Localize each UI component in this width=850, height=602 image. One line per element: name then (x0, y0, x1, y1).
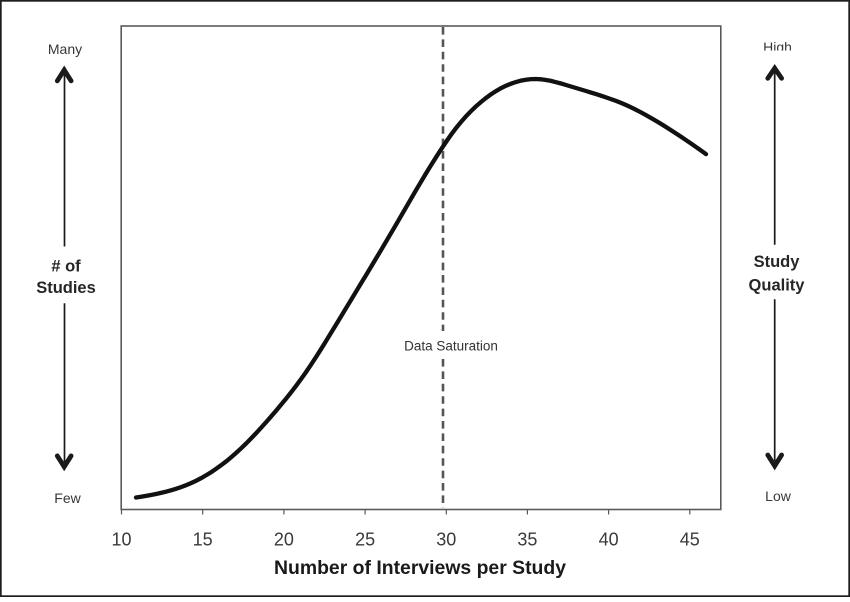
svg-text:15: 15 (193, 530, 213, 550)
svg-text:35: 35 (517, 530, 537, 550)
svg-text:Data Saturation: Data Saturation (404, 339, 498, 354)
svg-text:25: 25 (355, 530, 375, 550)
svg-text:High: High (763, 39, 792, 55)
svg-text:20: 20 (274, 530, 294, 550)
svg-text:10: 10 (111, 530, 131, 550)
svg-text:Number of Interviews per Study: Number of Interviews per Study (274, 557, 566, 579)
svg-text:Study: Study (754, 253, 801, 271)
svg-text:40: 40 (599, 530, 619, 550)
svg-text:Quality: Quality (749, 277, 806, 295)
svg-text:45: 45 (680, 530, 700, 550)
svg-text:30: 30 (436, 530, 456, 550)
svg-text:# of: # of (51, 258, 81, 276)
svg-text:Few: Few (54, 490, 81, 506)
svg-text:Many: Many (48, 41, 82, 57)
svg-text:Low: Low (765, 488, 792, 504)
svg-text:Studies: Studies (36, 279, 96, 297)
